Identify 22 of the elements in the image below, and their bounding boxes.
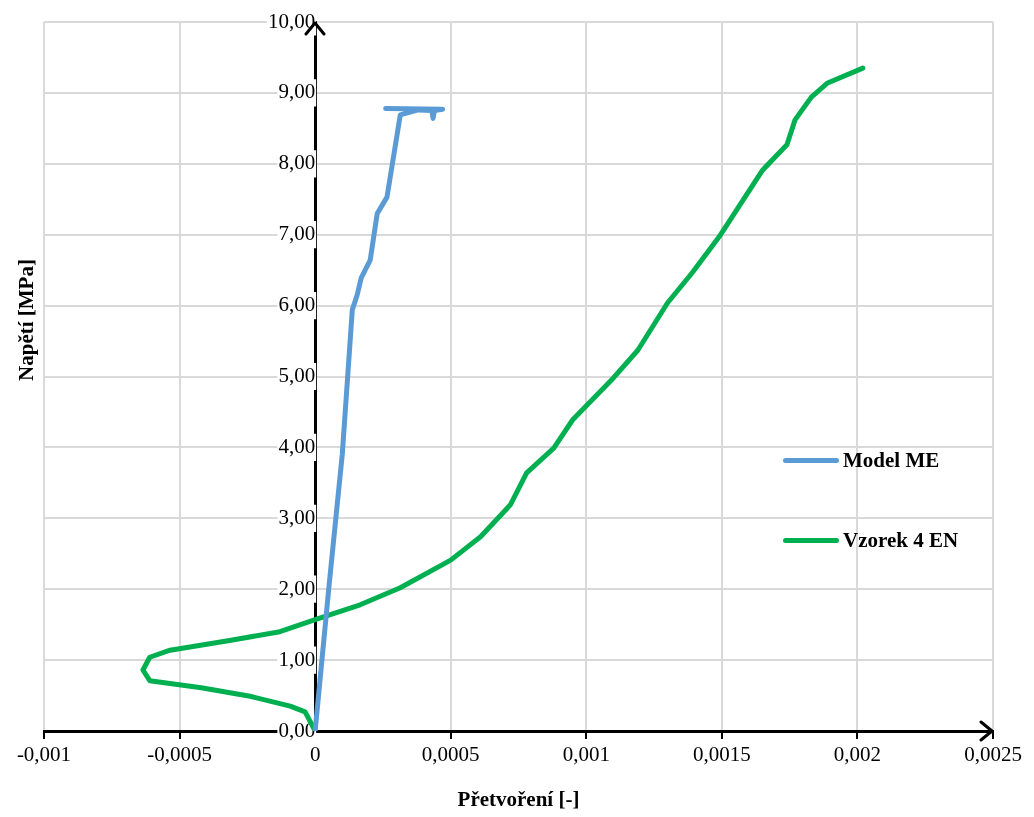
y-axis-title: Napětí [MPa] [13, 258, 39, 383]
x-tick-label: -0,0005 [147, 742, 212, 767]
legend-label: Model ME [843, 447, 940, 473]
y-tick-label: 2,00 [278, 575, 316, 600]
y-tick-label: 3,00 [278, 504, 316, 529]
y-tick-label: 5,00 [278, 363, 316, 388]
y-tick-label: 6,00 [278, 292, 316, 317]
x-tick-label: 0,002 [833, 742, 882, 767]
x-tick-label: -0,001 [16, 742, 72, 767]
x-tick-label: 0,0025 [964, 742, 1022, 767]
x-tick-label: 0,0005 [421, 742, 480, 767]
y-tick-label: 10,00 [267, 8, 316, 33]
y-tick-label: 8,00 [278, 150, 316, 175]
y-tick-label: 9,00 [278, 79, 316, 104]
legend-label: Vzorek 4 EN [843, 527, 959, 553]
y-tick-label: 1,00 [278, 646, 316, 671]
x-tick-label: 0,0015 [692, 742, 751, 767]
x-tick-label: 0 [309, 742, 321, 767]
x-tick-label: 0,001 [562, 742, 610, 767]
y-tick-label: 4,00 [278, 433, 316, 458]
x-axis-title: Přetvoření [-] [457, 786, 580, 811]
y-tick-label: 7,00 [278, 221, 316, 246]
